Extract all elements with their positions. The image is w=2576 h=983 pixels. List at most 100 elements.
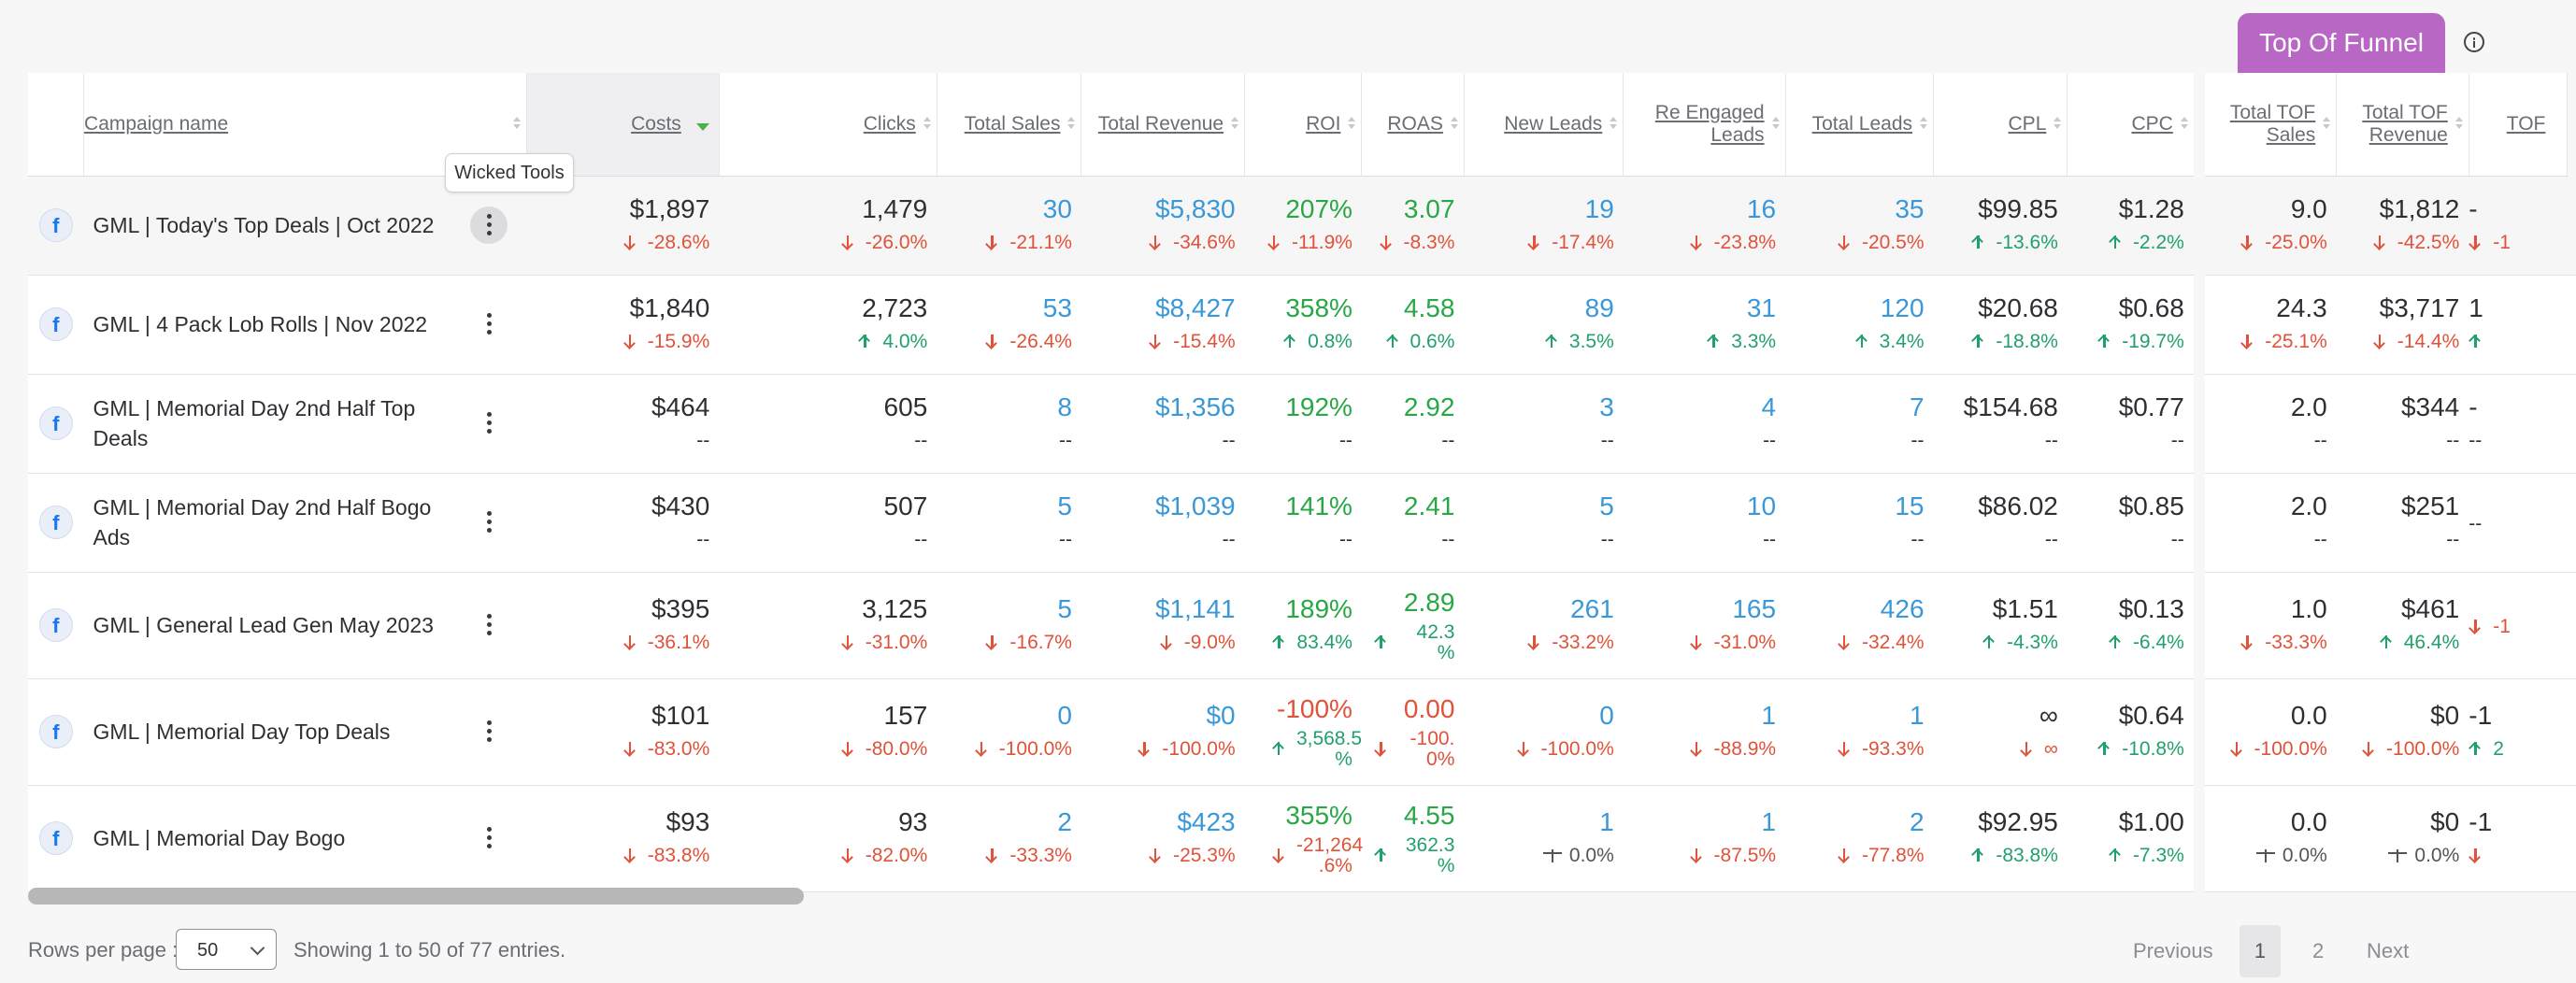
metric-delta: 42.3 % xyxy=(1362,622,1454,663)
cell-total-revenue[interactable]: $1,039 -- xyxy=(1080,473,1245,573)
facebook-icon-cell: f xyxy=(28,785,84,892)
metric-delta: -17.4% xyxy=(1464,229,1614,257)
cell-total-revenue[interactable]: $1,141 -9.0% xyxy=(1080,572,1245,679)
facebook-icon: f xyxy=(38,406,73,440)
cell-total-revenue[interactable]: $423 -25.3% xyxy=(1080,785,1245,892)
metric-value: 0 xyxy=(1057,701,1072,730)
cell-costs: $1,897 -28.6% xyxy=(526,176,720,276)
page-1-button[interactable]: 1 xyxy=(2240,925,2281,977)
metric-delta: -26.0% xyxy=(719,229,927,257)
cell-re-engaged-leads[interactable]: 1 -87.5% xyxy=(1623,785,1786,892)
cell-re-engaged-leads[interactable]: 1 -88.9% xyxy=(1623,678,1786,786)
cell-new-leads[interactable]: 261 -33.2% xyxy=(1464,572,1624,679)
info-icon[interactable] xyxy=(2464,32,2484,52)
header-total-sales[interactable]: Total Sales xyxy=(937,73,1082,177)
arrow-up-icon xyxy=(1272,634,1285,650)
campaign-name[interactable]: GML | General Lead Gen May 2023 xyxy=(93,613,434,637)
campaign-name[interactable]: GML | Today's Top Deals | Oct 2022 xyxy=(93,213,435,237)
campaign-name[interactable]: GML | Memorial Day Top Deals xyxy=(93,719,391,744)
cell-total-leads[interactable]: 426 -32.4% xyxy=(1785,572,1934,679)
metric-delta: -14.4% xyxy=(2337,328,2459,356)
arrow-down-icon xyxy=(985,234,998,250)
cell-total-tof-revenue: $461 46.4% xyxy=(2336,572,2469,679)
cell-total-sales[interactable]: 0 -100.0% xyxy=(937,678,1081,786)
campaign-name[interactable]: GML | 4 Pack Lob Rolls | Nov 2022 xyxy=(93,312,428,336)
header-roi[interactable]: ROI xyxy=(1244,73,1363,177)
cell-new-leads[interactable]: 5 -- xyxy=(1464,473,1624,573)
rows-per-page-select[interactable]: 50 xyxy=(176,929,277,970)
cell-new-leads[interactable]: 3 -- xyxy=(1464,374,1624,474)
row-menu-button[interactable] xyxy=(470,207,508,244)
arrow-up-icon xyxy=(1386,333,1399,349)
cell-total-leads[interactable]: 15 -- xyxy=(1785,473,1934,573)
cell-new-leads[interactable]: 19 -17.4% xyxy=(1464,176,1624,276)
campaign-name[interactable]: GML | Memorial Day 2nd Half Top Deals xyxy=(93,396,416,450)
header-new-leads[interactable]: New Leads xyxy=(1464,73,1624,177)
cell-total-sales[interactable]: 30 -21.1% xyxy=(937,176,1081,276)
metric-delta: -26.4% xyxy=(937,328,1072,356)
campaign-name-cell: GML | General Lead Gen May 2023 xyxy=(83,572,527,679)
header-total-revenue[interactable]: Total Revenue xyxy=(1080,73,1246,177)
row-menu-button[interactable] xyxy=(470,819,508,857)
header-total-leads[interactable]: Total Leads xyxy=(1785,73,1935,177)
campaign-name[interactable]: GML | Memorial Day 2nd Half Bogo Ads xyxy=(93,495,432,549)
metric-delta: -20.5% xyxy=(1785,229,1925,257)
cell-new-leads[interactable]: 0 -100.0% xyxy=(1464,678,1624,786)
cell-total-leads[interactable]: 7 -- xyxy=(1785,374,1934,474)
header-tof[interactable]: TOF xyxy=(2469,73,2568,177)
header-clicks[interactable]: Clicks xyxy=(719,73,937,177)
cell-total-revenue[interactable]: $0 -100.0% xyxy=(1080,678,1245,786)
tab-top-of-funnel[interactable]: Top Of Funnel xyxy=(2238,13,2445,73)
cell-re-engaged-leads[interactable]: 31 3.3% xyxy=(1623,275,1786,375)
table-row: f GML | General Lead Gen May 2023 $395 -36.… xyxy=(28,572,2576,679)
metric-delta: -- xyxy=(2446,430,2460,451)
campaign-name[interactable]: GML | Memorial Day Bogo xyxy=(93,826,346,850)
cell-roi: 141% -- xyxy=(1244,473,1362,573)
metric-value: $1.51 xyxy=(1992,594,2058,623)
cell-total-sales[interactable]: 8 -- xyxy=(937,374,1081,474)
campaign-table: Campaign name Costs Clicks Total Sales T… xyxy=(28,73,2576,892)
row-menu-button[interactable] xyxy=(470,713,508,750)
row-menu-button[interactable] xyxy=(470,606,508,644)
previous-page-button[interactable]: Previous xyxy=(2133,939,2213,962)
cell-cpl: $86.02 -- xyxy=(1933,473,2068,573)
cell-total-sales[interactable]: 2 -33.3% xyxy=(937,785,1081,892)
balance-icon xyxy=(1542,849,1562,862)
row-menu-button[interactable] xyxy=(470,405,508,442)
page-2-button[interactable]: 2 xyxy=(2312,939,2325,962)
cell-total-revenue[interactable]: $5,830 -34.6% xyxy=(1080,176,1245,276)
cell-total-leads[interactable]: 35 -20.5% xyxy=(1785,176,1934,276)
cell-clicks: 93 -82.0% xyxy=(719,785,937,892)
cell-re-engaged-leads[interactable]: 16 -23.8% xyxy=(1623,176,1786,276)
cell-total-sales[interactable]: 5 -16.7% xyxy=(937,572,1081,679)
cell-total-leads[interactable]: 2 -77.8% xyxy=(1785,785,1934,892)
row-menu-button[interactable] xyxy=(470,306,508,343)
facebook-icon: f xyxy=(38,608,73,642)
cell-re-engaged-leads[interactable]: 165 -31.0% xyxy=(1623,572,1786,679)
cell-total-revenue[interactable]: $8,427 -15.4% xyxy=(1080,275,1245,375)
cell-new-leads[interactable]: 89 3.5% xyxy=(1464,275,1624,375)
header-roas[interactable]: ROAS xyxy=(1361,73,1465,177)
next-page-button[interactable]: Next xyxy=(2367,939,2410,962)
metric-delta: 0.6% xyxy=(1362,328,1454,356)
cell-total-leads[interactable]: 120 3.4% xyxy=(1785,275,1934,375)
row-menu-button[interactable] xyxy=(470,504,508,541)
arrow-down-icon xyxy=(623,634,637,650)
header-cpl[interactable]: CPL xyxy=(1933,73,2068,177)
cell-total-sales[interactable]: 53 -26.4% xyxy=(937,275,1081,375)
cell-re-engaged-leads[interactable]: 10 -- xyxy=(1623,473,1786,573)
cell-total-revenue[interactable]: $1,356 -- xyxy=(1080,374,1245,474)
horizontal-scrollbar[interactable] xyxy=(28,888,804,905)
header-re-engaged-leads[interactable]: Re Engaged Leads xyxy=(1623,73,1786,177)
metric-value: 358% xyxy=(1285,293,1352,322)
arrow-down-icon xyxy=(1149,847,1162,863)
header-cpc[interactable]: CPC xyxy=(2067,73,2201,177)
metric-delta: 4.0% xyxy=(719,328,927,356)
cell-total-leads[interactable]: 1 -93.3% xyxy=(1785,678,1934,786)
cell-re-engaged-leads[interactable]: 4 -- xyxy=(1623,374,1786,474)
cell-total-sales[interactable]: 5 -- xyxy=(937,473,1081,573)
cell-new-leads[interactable]: 1 0.0% xyxy=(1464,785,1624,892)
header-total-tof-sales[interactable]: Total TOF Sales xyxy=(2193,73,2338,177)
cell-total-tof-sales: 2.0 -- xyxy=(2193,473,2337,573)
header-total-tof-revenue[interactable]: Total TOF Revenue xyxy=(2336,73,2469,177)
